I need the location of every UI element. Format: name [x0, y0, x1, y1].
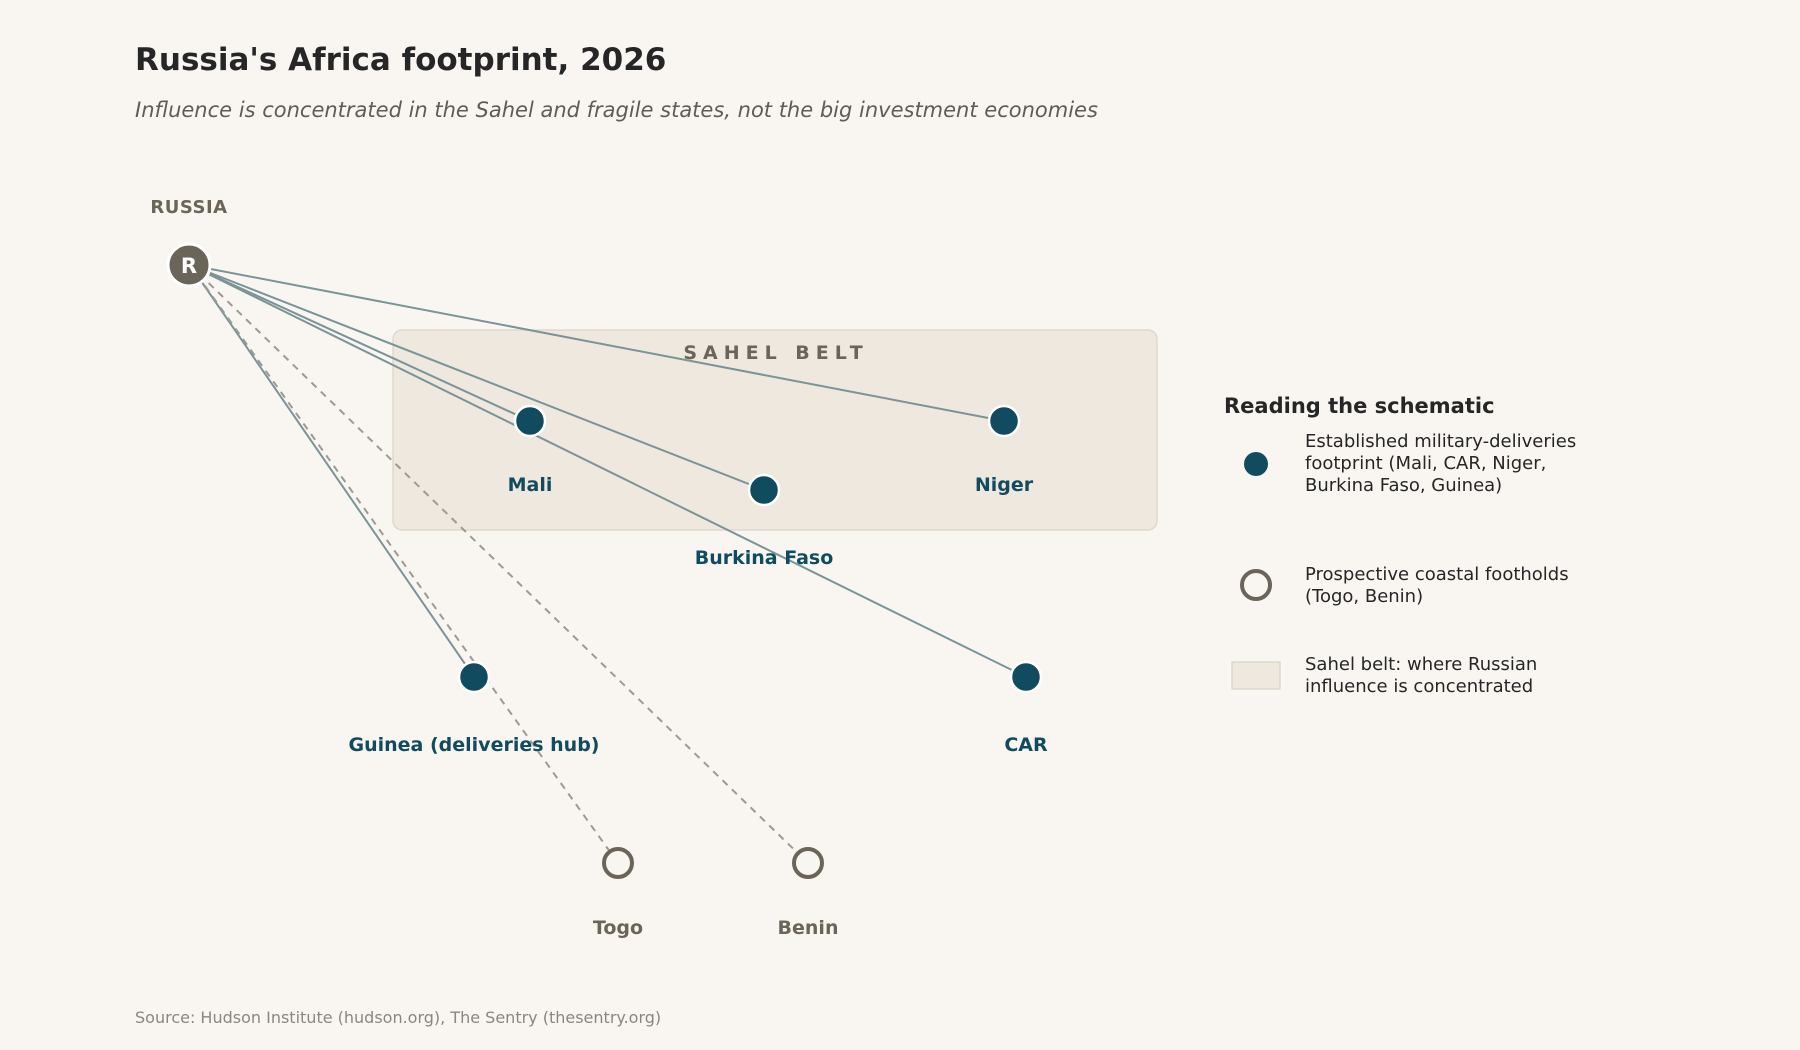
russia-hub-label: RUSSIA [150, 197, 227, 218]
node-niger: Niger [975, 404, 1034, 496]
link-russia-guinea [189, 264, 475, 678]
sahel-belt-region [392, 329, 1158, 531]
label-benin: Benin [778, 917, 839, 939]
established-node-burkina-faso [747, 473, 781, 507]
established-node-mali [513, 404, 547, 438]
node-car: CAR [1004, 660, 1048, 756]
legend-prospective-swatch [1240, 569, 1272, 601]
node-guinea: Guinea (deliveries hub) [349, 660, 600, 756]
link-russia-niger [189, 264, 1005, 422]
established-node-guinea [457, 660, 491, 694]
label-niger: Niger [975, 474, 1034, 496]
node-burkina-faso: Burkina Faso [695, 473, 834, 569]
russia-hub-node [166, 242, 212, 288]
legend-established-line-3: Burkina Faso, Guinea) [1305, 475, 1502, 496]
legend-established-swatch [1244, 452, 1268, 476]
node-togo: Togo [593, 847, 643, 939]
label-guinea: Guinea (deliveries hub) [349, 734, 600, 756]
established-node-niger [987, 404, 1021, 438]
legend: Reading the schematic Established milita… [1224, 394, 1582, 697]
prospective-links [189, 264, 809, 864]
legend-sahel-line-1: Sahel belt: where Russian [1305, 654, 1537, 675]
prospective-node-togo [602, 847, 634, 879]
node-mali: Mali [508, 404, 553, 496]
established-links [189, 264, 1027, 678]
legend-title: Reading the schematic [1224, 394, 1495, 418]
chart-subtitle: Influence is concentrated in the Sahel a… [135, 98, 1098, 122]
label-mali: Mali [508, 474, 553, 496]
russia-hub-letter: R [181, 254, 197, 278]
legend-established-text: Established military-deliveries footprin… [1305, 431, 1582, 496]
source-note: Source: Hudson Institute (hudson.org), T… [135, 1008, 661, 1027]
legend-established-line-2: footprint (Mali, CAR, Niger, [1305, 453, 1546, 474]
prospective-node-benin [792, 847, 824, 879]
link-russia-togo [189, 264, 619, 864]
established-node-car [1009, 660, 1043, 694]
legend-prospective-line-2: (Togo, Benin) [1305, 586, 1423, 607]
legend-sahel-swatch [1231, 661, 1281, 690]
legend-prospective-line-1: Prospective coastal footholds [1305, 564, 1569, 585]
link-russia-burkina-faso [189, 264, 765, 491]
link-russia-car [189, 264, 1027, 678]
label-car: CAR [1004, 734, 1048, 756]
chart-title: Russia's Africa footprint, 2026 [135, 42, 666, 78]
legend-sahel-line-2: influence is concentrated [1305, 676, 1533, 697]
link-russia-mali [189, 264, 531, 422]
label-burkina-faso: Burkina Faso [695, 547, 834, 569]
legend-sahel-text: Sahel belt: where Russian influence is c… [1305, 654, 1543, 697]
node-benin: Benin [778, 847, 839, 939]
link-russia-benin [189, 264, 809, 864]
legend-established-line-1: Established military-deliveries [1305, 431, 1576, 452]
legend-prospective-text: Prospective coastal footholds (Togo, Ben… [1305, 564, 1574, 607]
label-togo: Togo [593, 917, 643, 939]
sahel-belt-label: SAHEL BELT [683, 342, 868, 364]
